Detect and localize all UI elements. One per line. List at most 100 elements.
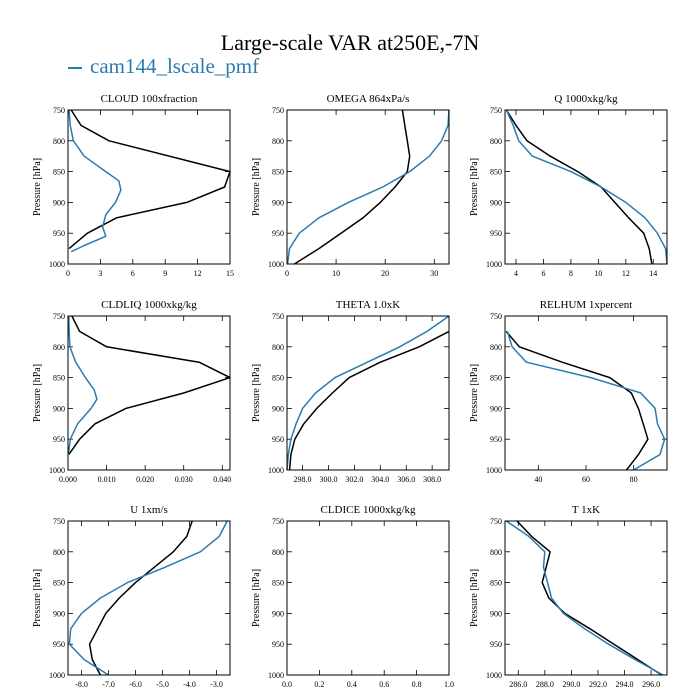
y-tick-label: 750: [53, 312, 65, 321]
model-profile-line: [68, 109, 122, 253]
reference-profile-line: [294, 109, 411, 265]
plot-frame: [67, 315, 231, 471]
model-profile-line: [505, 520, 664, 676]
y-axis-label: Pressure [hPa]: [32, 158, 43, 216]
figure-title: Large-scale VAR at250E,-7N: [220, 30, 480, 55]
x-tick-label: 60: [582, 475, 590, 484]
chart-panel: THETA 1.0xK Pressure [hPa] 750 800 850 900 950…: [251, 299, 450, 484]
reference-profile-line: [516, 520, 663, 676]
panel-title: THETA 1.0xK: [336, 299, 401, 311]
y-tick-label: 800: [53, 343, 65, 352]
x-tick-label: 10: [332, 269, 340, 278]
x-tick-label: 4: [514, 269, 518, 278]
panel-title: Q 1000xkg/kg: [554, 93, 618, 105]
x-tick-label: -6.0: [129, 680, 142, 689]
y-tick-label: 950: [53, 435, 65, 444]
x-tick-label: 0.6: [379, 680, 389, 689]
y-tick-label: 850: [272, 168, 284, 177]
plot-frame: [504, 520, 668, 676]
chart-panel: RELHUM 1xpercent Pressure [hPa] 750 800 850 9…: [469, 299, 668, 484]
x-tick-label: 12: [194, 269, 202, 278]
legend-line-swatch: [68, 67, 82, 70]
model-profile-line: [506, 331, 666, 471]
y-tick-label: 800: [53, 548, 65, 557]
x-tick-label: 0.030: [175, 475, 193, 484]
x-tick-label: 0.040: [213, 475, 231, 484]
panel-title: CLOUD 100xfraction: [101, 93, 198, 105]
plot-frame: [67, 109, 231, 265]
model-profile-line: [286, 109, 450, 265]
y-axis-label: Pressure [hPa]: [251, 364, 262, 422]
x-tick-label: 40: [534, 475, 542, 484]
y-tick-label: 850: [490, 168, 502, 177]
y-tick-label: 1000: [268, 466, 284, 475]
y-axis-label: Pressure [hPa]: [32, 569, 43, 627]
y-tick-label: 800: [53, 137, 65, 146]
x-tick-label: 306.0: [397, 475, 415, 484]
y-tick-label: 850: [490, 374, 502, 383]
y-tick-label: 950: [53, 640, 65, 649]
plot-frame: [286, 109, 450, 265]
plot-frame: [286, 315, 450, 471]
y-tick-label: 900: [490, 609, 502, 618]
y-tick-label: 750: [490, 312, 502, 321]
plot-frame: [504, 109, 668, 265]
chart-panel: OMEGA 864xPa/s Pressure [hPa] 750 800 850 900…: [251, 93, 450, 278]
y-tick-label: 1000: [268, 260, 284, 269]
y-axis-label: Pressure [hPa]: [32, 364, 43, 422]
x-tick-label: 0.000: [59, 475, 77, 484]
y-tick-label: 900: [272, 198, 284, 207]
x-tick-label: 0.8: [412, 680, 422, 689]
y-tick-label: 900: [490, 198, 502, 207]
y-tick-label: 750: [490, 517, 502, 526]
x-tick-label: 0.4: [347, 680, 357, 689]
x-tick-label: 20: [381, 269, 389, 278]
reference-profile-line: [68, 109, 231, 250]
panel-title: CLDLIQ 1000xkg/kg: [101, 299, 197, 311]
y-tick-label: 950: [53, 229, 65, 238]
chart-panel: CLOUD 100xfraction Pressure [hPa] 750 800 85…: [32, 93, 234, 278]
y-tick-label: 800: [490, 343, 502, 352]
y-tick-label: 850: [53, 374, 65, 383]
x-tick-label: -3.0: [210, 680, 223, 689]
x-tick-label: 300.0: [319, 475, 337, 484]
panel-title: CLDICE 1000xkg/kg: [320, 504, 416, 516]
y-tick-label: 800: [490, 137, 502, 146]
x-tick-label: -4.0: [183, 680, 196, 689]
x-tick-label: 6: [131, 269, 135, 278]
x-tick-label: 3: [98, 269, 102, 278]
y-tick-label: 800: [490, 548, 502, 557]
y-tick-label: 1000: [49, 466, 65, 475]
x-tick-label: -8.0: [75, 680, 88, 689]
panel-title: T 1xK: [572, 504, 600, 516]
y-tick-label: 1000: [486, 260, 502, 269]
y-axis-label: Pressure [hPa]: [469, 158, 480, 216]
x-tick-label: 294.0: [616, 680, 634, 689]
reference-profile-line: [288, 330, 450, 471]
reference-profile-line: [88, 520, 193, 676]
y-tick-label: 950: [490, 640, 502, 649]
y-tick-label: 750: [272, 312, 284, 321]
x-tick-label: 304.0: [371, 475, 389, 484]
chart-panel: Q 1000xkg/kg Pressure [hPa] 750 800 850 900 95…: [469, 93, 668, 278]
x-tick-label: 296.0: [642, 680, 660, 689]
chart-panel: U 1xm/s Pressure [hPa] 750 800 850 900 950 1000…: [32, 504, 231, 689]
y-tick-label: 750: [272, 517, 284, 526]
x-tick-label: 288.0: [536, 680, 554, 689]
y-tick-label: 800: [272, 548, 284, 557]
y-tick-label: 900: [53, 198, 65, 207]
y-tick-label: 950: [490, 435, 502, 444]
plot-frame: [286, 520, 450, 676]
model-profile-line: [505, 109, 668, 265]
x-tick-label: 0.010: [98, 475, 116, 484]
x-tick-label: 9: [163, 269, 167, 278]
x-tick-label: 0: [66, 269, 70, 278]
y-axis-label: Pressure [hPa]: [251, 569, 262, 627]
x-tick-label: -7.0: [102, 680, 115, 689]
y-axis-label: Pressure [hPa]: [469, 569, 480, 627]
x-tick-label: 6: [541, 269, 545, 278]
y-tick-label: 900: [53, 609, 65, 618]
panel-title: RELHUM 1xpercent: [540, 299, 633, 311]
y-tick-label: 1000: [49, 260, 65, 269]
